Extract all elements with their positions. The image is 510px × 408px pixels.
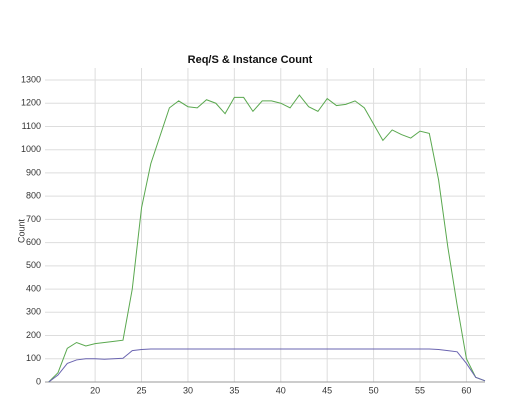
y-axis-label: Count	[16, 219, 26, 244]
y-tick-label: 200	[26, 330, 41, 340]
y-tick-label: 800	[26, 191, 41, 201]
x-tick-label: 50	[369, 385, 379, 395]
x-tick-label: 55	[415, 385, 425, 395]
series-line	[48, 94, 486, 383]
y-tick-label: 100	[26, 353, 41, 363]
y-tick-label: 500	[26, 260, 41, 270]
x-tick-label: 20	[90, 385, 100, 395]
y-tick-label: 300	[26, 307, 41, 317]
chart-title: Req/S & Instance Count	[188, 54, 313, 66]
y-tick-label: 1100	[22, 121, 41, 131]
x-tick-label: 60	[461, 385, 471, 395]
y-tick-label: 700	[26, 214, 41, 224]
series-line	[48, 348, 486, 383]
y-tick-label: 0	[36, 376, 41, 386]
y-tick-label: 900	[26, 167, 41, 177]
y-tick-label: 600	[26, 237, 41, 247]
y-tick-label: 1200	[21, 98, 41, 108]
y-tick-label: 1000	[21, 144, 41, 154]
x-tick-label: 25	[137, 385, 147, 395]
x-tick-label: 30	[183, 385, 193, 395]
x-tick-label: 40	[276, 385, 286, 395]
x-tick-label: 45	[322, 385, 332, 395]
y-tick-label: 400	[26, 283, 41, 293]
y-tick-label: 1300	[21, 74, 41, 84]
x-tick-label: 35	[229, 385, 239, 395]
